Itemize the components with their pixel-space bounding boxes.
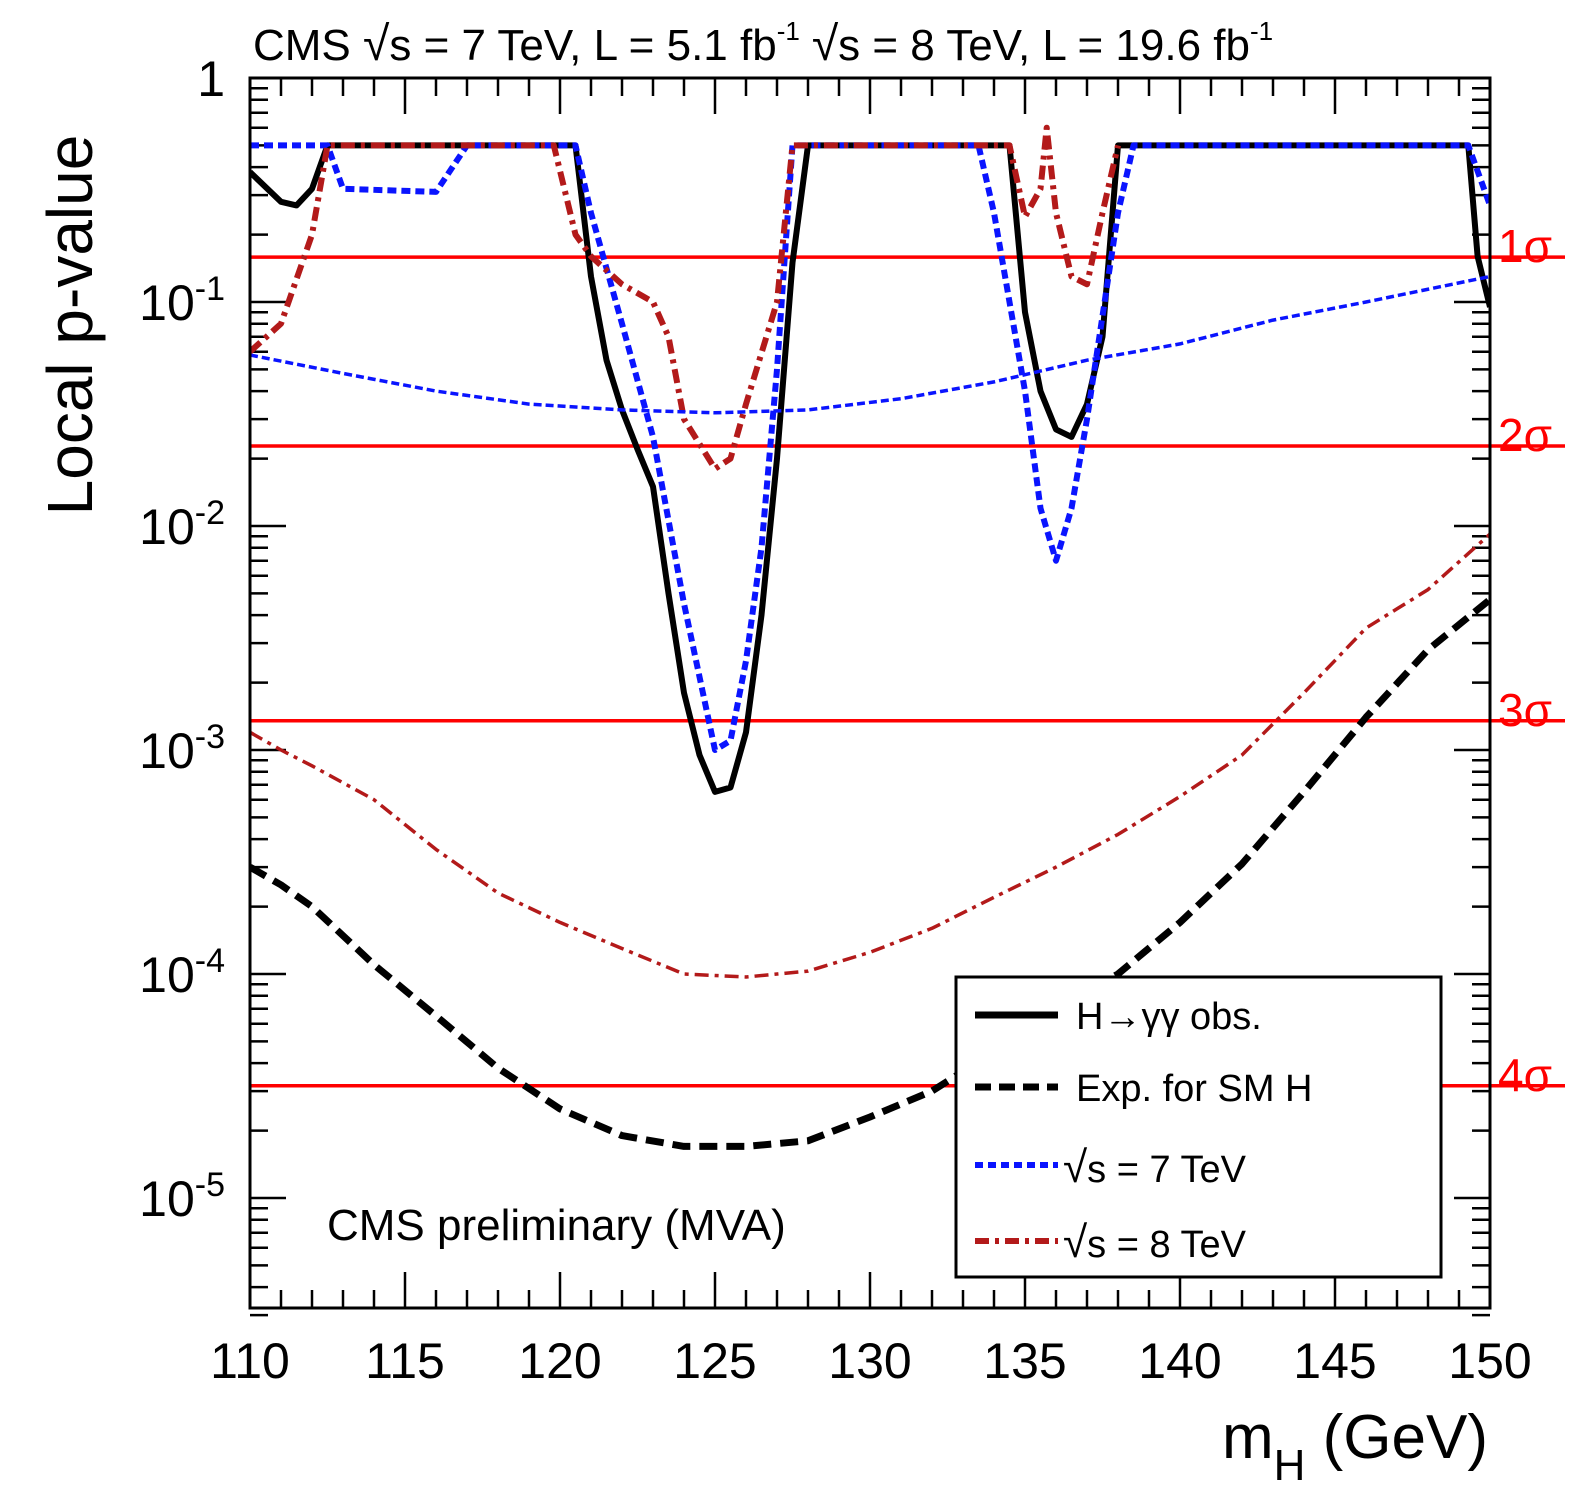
x-tick-label: 130 (828, 1333, 911, 1389)
x-tick-label: 125 (673, 1333, 756, 1389)
series-line-s8 (250, 124, 1121, 472)
y-tick-label: 10-2 (139, 494, 225, 555)
x-tick-label: 145 (1293, 1333, 1376, 1389)
plot-frame (248, 76, 1492, 1310)
y-tick-label: 10-4 (139, 942, 225, 1003)
series-line-s7exp (250, 274, 1490, 415)
x-tick-label: 110 (210, 1333, 290, 1389)
legend-label-exp: Exp. for SM H (1076, 1068, 1313, 1110)
series-line-exp (250, 596, 1490, 1150)
y-tick-label: 10-3 (139, 718, 225, 779)
y-tick-label: 10-5 (139, 1166, 225, 1227)
legend-label-s7: √s = 7 TeV (1063, 1143, 1247, 1192)
cms-preliminary-label: CMS preliminary (MVA) (327, 1201, 786, 1250)
legend-label-obs: H→γγ obs. (1076, 996, 1262, 1038)
sigma-label: 4σ (1498, 1049, 1552, 1101)
legend-label-s8: √s = 8 TeV (1063, 1218, 1247, 1267)
x-tick-label: 140 (1138, 1333, 1221, 1389)
sigma-label: 1σ (1498, 220, 1552, 272)
axes-group: 110 115 120 125 130 135 140 145 150 1 10-1 10-2 10-3… (139, 51, 1532, 1389)
x-tick-label: 150 (1448, 1333, 1531, 1389)
y-tick-label: 1 (197, 51, 225, 107)
series-line-s8exp (250, 532, 1490, 979)
x-tick-label: 115 (365, 1333, 445, 1389)
series-group (250, 124, 1490, 1150)
x-tick-label: 120 (518, 1333, 601, 1389)
x-axis-label: mH (GeV) (1222, 1403, 1488, 1490)
series-line-obs (250, 142, 1490, 795)
chart-title: CMS √s = 7 TeV, L = 5.1 fb-1 √s = 8 TeV, … (253, 16, 1273, 71)
y-tick-label: 10-1 (139, 270, 225, 331)
legend-box (954, 975, 1443, 1279)
sigma-lines-group: 1σ 2σ 3σ 4σ (250, 220, 1565, 1101)
y-axis-label: Local p-value (34, 135, 106, 516)
legend: H→γγ obs. Exp. for SM H √s = 7 TeV √s = … (954, 975, 1443, 1279)
x-tick-label: 135 (983, 1333, 1066, 1389)
sigma-label: 3σ (1498, 684, 1552, 736)
sigma-label: 2σ (1498, 409, 1552, 461)
